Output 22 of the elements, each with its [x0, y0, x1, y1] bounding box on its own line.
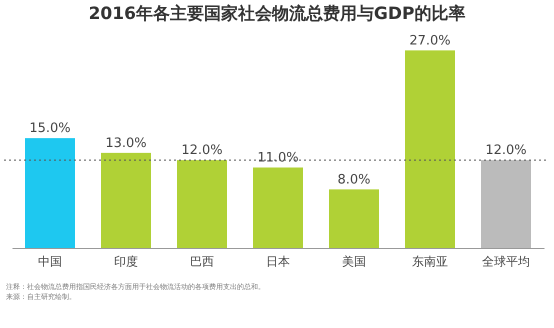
bar [177, 160, 227, 248]
data-label: 11.0% [257, 150, 299, 166]
bar [329, 189, 379, 248]
bar [481, 160, 531, 248]
bar [101, 152, 151, 248]
x-tick-label: 东南亚 [412, 254, 448, 268]
data-label: 27.0% [409, 33, 451, 48]
bar [405, 50, 455, 248]
data-label: 15.0% [29, 121, 71, 136]
data-label: 13.0% [105, 136, 147, 151]
x-tick-label: 印度 [114, 254, 138, 268]
data-label: 8.0% [337, 172, 371, 188]
data-label: 12.0% [485, 143, 527, 158]
x-tick-label: 中国 [38, 254, 62, 268]
bar [253, 167, 303, 248]
chart-title: 2016年各主要国家社会物流总费用与GDP的比率 [88, 3, 466, 26]
x-tick-label: 日本 [266, 254, 290, 268]
data-label: 12.0% [181, 143, 223, 158]
x-tick-label: 巴西 [190, 254, 214, 268]
x-tick-label: 美国 [342, 254, 366, 268]
x-tick-label: 全球平均 [482, 254, 530, 268]
bar [25, 138, 75, 248]
